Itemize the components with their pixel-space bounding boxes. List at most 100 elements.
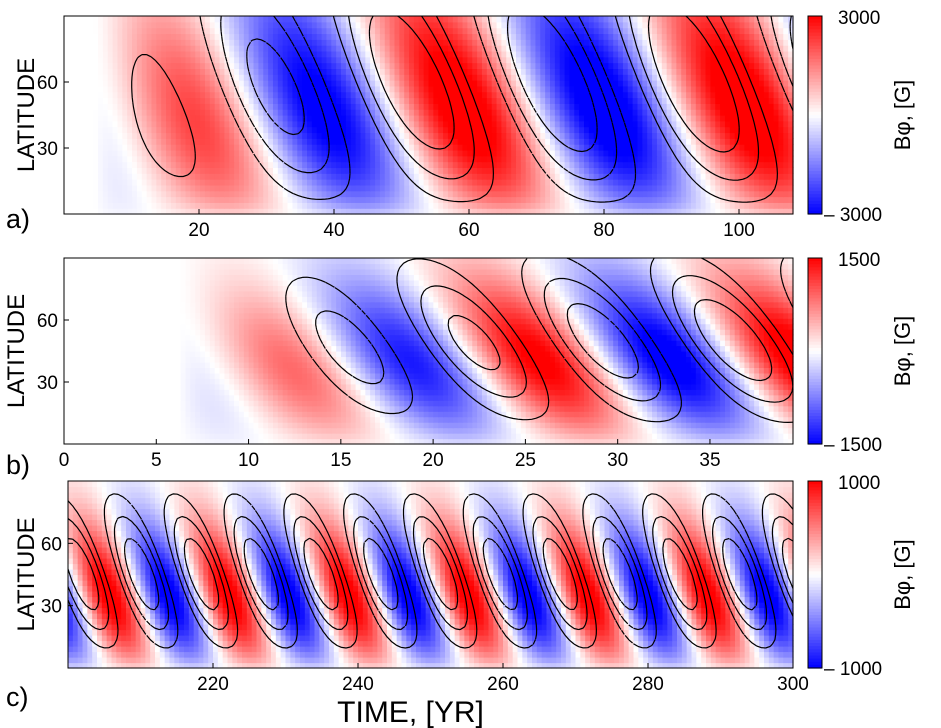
heatmap-cell	[593, 155, 600, 163]
heatmap-cell	[681, 196, 687, 203]
heatmap-cell	[647, 179, 653, 186]
heatmap-cell	[345, 173, 352, 180]
heatmap-cell	[754, 62, 760, 70]
heatmap-cell	[433, 74, 439, 81]
heatmap-cell	[593, 196, 600, 203]
heatmap-cell	[166, 184, 172, 192]
heatmap-cell	[146, 208, 153, 215]
heatmap-cell	[204, 184, 211, 192]
heatmap-cell	[423, 190, 430, 198]
heatmap-cell	[739, 97, 745, 104]
heatmap-cell	[486, 68, 493, 75]
heatmap-cell	[375, 39, 381, 46]
heatmap-cell	[209, 97, 216, 104]
heatmap-cell	[394, 173, 400, 180]
heatmap-cell	[399, 27, 405, 35]
heatmap-cell	[127, 138, 133, 145]
heatmap-cell	[248, 173, 255, 180]
heatmap-cell	[156, 33, 162, 40]
heatmap-cell	[68, 149, 75, 157]
heatmap-cell	[409, 161, 415, 169]
heatmap-cell	[234, 45, 240, 52]
heatmap-cell	[277, 115, 284, 122]
heatmap-cell	[778, 126, 784, 134]
heatmap-cell	[107, 120, 114, 128]
heatmap-cell	[598, 144, 605, 151]
heatmap-cell	[229, 155, 235, 163]
heatmap-cell	[496, 21, 502, 29]
heatmap-cell	[399, 68, 405, 75]
heatmap-cell	[472, 74, 478, 81]
heatmap-cell	[695, 80, 702, 87]
heatmap-cell	[598, 161, 605, 169]
heatmap-cell	[297, 144, 303, 151]
heatmap-cell	[234, 132, 240, 139]
heatmap-cell	[754, 103, 760, 110]
heatmap-cell	[170, 21, 177, 29]
heatmap-cell	[370, 80, 376, 87]
heatmap-cell	[88, 97, 94, 104]
heatmap-cell	[545, 80, 551, 87]
heatmap-cell	[370, 155, 376, 163]
heatmap-cell	[243, 202, 250, 209]
heatmap-cell	[302, 85, 308, 93]
heatmap-cell	[695, 196, 702, 203]
heatmap-cell	[788, 190, 794, 198]
heatmap-cell	[788, 85, 794, 93]
heatmap-cell	[588, 167, 595, 174]
heatmap-cell	[588, 126, 595, 134]
heatmap-cell	[379, 138, 386, 145]
heatmap-cell	[778, 173, 784, 180]
heatmap-cell	[481, 50, 488, 58]
heatmap-cell	[409, 39, 415, 46]
heatmap-cell	[744, 80, 750, 87]
heatmap-cell	[209, 45, 216, 52]
heatmap-cell	[107, 16, 114, 23]
heatmap-cell	[686, 138, 692, 145]
heatmap-cell	[559, 109, 566, 116]
heatmap-cell	[477, 126, 483, 134]
heatmap-cell	[608, 85, 614, 93]
heatmap-cell	[238, 91, 245, 99]
heatmap-cell	[146, 21, 153, 29]
heatmap-cell	[428, 109, 434, 116]
heatmap-cell	[282, 68, 289, 75]
heatmap-cell	[185, 97, 191, 104]
heatmap-cell	[248, 109, 255, 116]
heatmap-cell	[112, 91, 119, 99]
heatmap-cell	[389, 103, 396, 110]
heatmap-cell	[161, 184, 167, 192]
heatmap-cell	[462, 149, 468, 157]
heatmap-cell	[83, 16, 89, 23]
heatmap-cell	[238, 109, 245, 116]
heatmap-cell	[234, 173, 240, 180]
heatmap-cell	[88, 167, 94, 174]
heatmap-cell	[287, 202, 294, 209]
heatmap-cell	[88, 132, 94, 139]
heatmap-cell	[729, 74, 736, 81]
heatmap-cell	[132, 21, 138, 29]
heatmap-cell	[535, 202, 541, 209]
heatmap-cell	[316, 179, 323, 186]
heatmap-cell	[744, 190, 750, 198]
heatmap-cell	[112, 62, 119, 70]
heatmap-cell	[341, 80, 347, 87]
heatmap-cell	[661, 45, 668, 52]
heatmap-cell	[190, 208, 196, 215]
heatmap-cell	[151, 149, 157, 157]
heatmap-cell	[243, 208, 250, 215]
heatmap-cell	[768, 184, 775, 192]
heatmap-cell	[200, 208, 206, 215]
heatmap-cell	[307, 190, 313, 198]
heatmap-cell	[734, 103, 741, 110]
heatmap-cell	[404, 196, 410, 203]
heatmap-cell	[647, 138, 653, 145]
heatmap-cell	[122, 115, 128, 122]
heatmap-cell	[195, 184, 201, 192]
heatmap-cell	[778, 103, 784, 110]
heatmap-cell	[229, 208, 235, 215]
heatmap-cell	[642, 27, 648, 35]
heatmap-cell	[642, 91, 648, 99]
heatmap-cell	[307, 27, 313, 35]
heatmap-cell	[690, 21, 697, 29]
